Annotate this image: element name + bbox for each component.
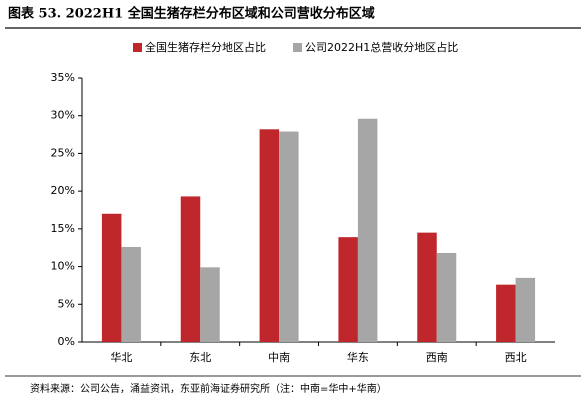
bar	[417, 232, 437, 342]
bar	[357, 118, 378, 342]
x-tick-label: 华东	[347, 350, 369, 364]
chart-title: 图表 53. 2022H1 全国生猪存栏分布区域和公司营收分布区域	[8, 6, 375, 22]
bar	[180, 196, 201, 342]
x-tick-label: 西南	[426, 351, 448, 364]
y-tick-label: 10%	[51, 260, 75, 273]
x-tick-label: 西北	[505, 351, 527, 364]
legend-swatch	[293, 43, 302, 52]
y-tick-label: 5%	[58, 297, 75, 310]
bar	[338, 237, 358, 342]
bar	[200, 267, 220, 342]
x-tick-label: 东北	[189, 351, 211, 364]
source-note: 资料来源：公司公告，涌益资讯，东亚前海证券研究所（注：中南=华中+华南）	[30, 382, 387, 395]
y-tick-label: 25%	[51, 146, 75, 159]
bar	[279, 131, 299, 342]
legend-swatch	[133, 43, 142, 52]
y-tick-label: 30%	[51, 109, 75, 122]
y-tick-label: 0%	[58, 335, 75, 348]
bar	[101, 213, 122, 342]
x-tick-label: 华北	[110, 350, 132, 364]
y-tick-label: 15%	[51, 222, 75, 235]
bar	[436, 252, 457, 342]
y-tick-label: 35%	[51, 71, 75, 84]
bar	[121, 246, 141, 342]
bar	[515, 277, 536, 342]
legend-label: 公司2022H1总营收分地区占比	[305, 40, 458, 54]
bar	[259, 129, 280, 342]
y-tick-label: 20%	[51, 184, 75, 197]
bar	[496, 284, 516, 342]
x-tick-label: 中南	[268, 351, 290, 364]
legend-label: 全国生猪存栏分地区占比	[145, 40, 266, 54]
